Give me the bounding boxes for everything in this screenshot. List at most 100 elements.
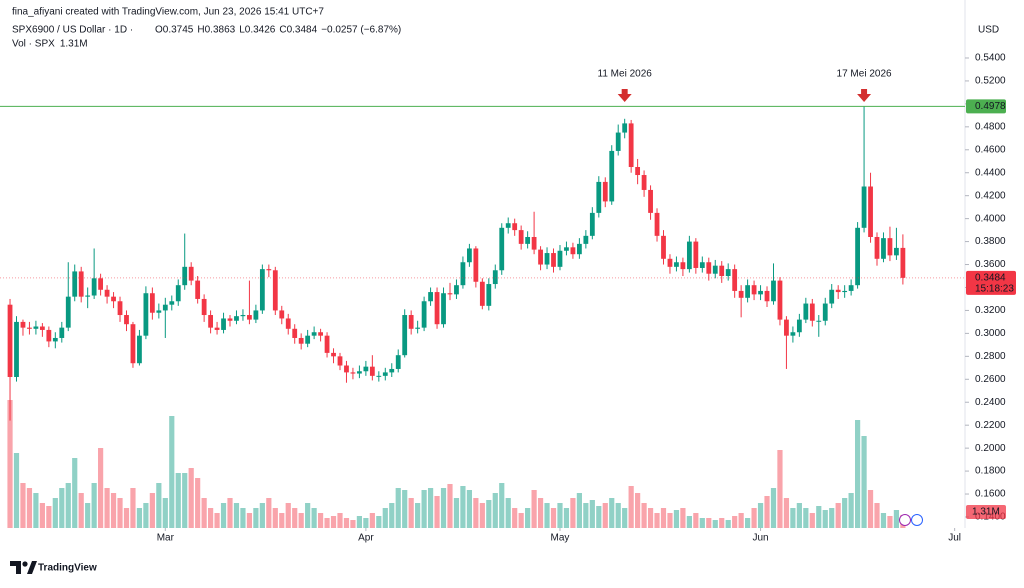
candle-body	[589, 212, 595, 236]
volume-bar	[622, 508, 628, 528]
volume-bar	[214, 513, 220, 528]
volume-value: 1.31M	[60, 39, 88, 50]
legend-key: L	[239, 25, 245, 36]
volume-bar	[712, 520, 718, 528]
volume-bar	[130, 488, 136, 528]
volume-bar	[525, 508, 531, 528]
volume-bar	[246, 513, 253, 528]
volume-bar	[829, 508, 835, 528]
candle-body	[98, 278, 104, 290]
candle-body	[609, 150, 615, 202]
volume-bar	[453, 498, 460, 528]
attribution: fina_afiyani created with TradingView.co…	[12, 7, 324, 18]
volume-bar	[460, 486, 466, 528]
candle-body	[622, 123, 628, 133]
volume-bar	[660, 508, 667, 528]
y-tick-label: 0.5200	[975, 76, 1006, 87]
volume-axis-label: 1.31M	[972, 507, 1000, 518]
legend-change: −0.0257 (−6.87%)	[321, 25, 401, 36]
volume-bar	[143, 503, 149, 528]
volume-bar	[272, 508, 278, 528]
volume-bar	[195, 478, 201, 528]
candle-body	[117, 301, 123, 316]
volume-bar	[46, 506, 52, 528]
x-tick-label: Jun	[752, 533, 768, 544]
volume-bar	[492, 493, 498, 528]
candle-body	[512, 223, 518, 231]
volume-bar	[576, 493, 582, 528]
volume-label-box	[966, 505, 1006, 519]
y-tick-label: 0.3000	[975, 328, 1006, 339]
candle-body	[615, 132, 621, 151]
last-price-label: 0.3484	[975, 272, 1006, 283]
candle-body	[874, 236, 880, 259]
volume-bar	[7, 400, 13, 528]
volume-bar	[479, 503, 485, 528]
y-tick-label: 0.2400	[975, 397, 1006, 408]
candle-body	[234, 316, 239, 321]
candle-body	[686, 241, 692, 270]
candle-body	[531, 236, 537, 250]
candle-body	[835, 289, 841, 293]
volume-bar	[427, 488, 434, 528]
volume-bar	[861, 436, 867, 528]
volume-bars	[7, 400, 906, 528]
volume-bar	[777, 450, 783, 528]
volume-bar	[350, 520, 356, 528]
volume-bar	[893, 510, 900, 528]
candle-body	[421, 301, 427, 328]
volume-bar	[563, 508, 570, 528]
volume-bar	[311, 508, 317, 528]
volume-bar	[85, 503, 91, 528]
y-tick-label: 0.2000	[975, 443, 1006, 454]
volume-bar	[389, 503, 395, 528]
candle-body	[279, 310, 285, 319]
volume-bar	[220, 503, 227, 528]
volume-bar	[673, 510, 680, 528]
candle-body	[667, 258, 673, 267]
volume-bar	[110, 493, 117, 528]
symbol: SPX6900 / US Dollar · 1D ·	[12, 25, 133, 36]
candle-body	[285, 318, 291, 329]
volume-bar	[266, 498, 272, 528]
volume-bar	[298, 513, 304, 528]
candle-body	[454, 285, 459, 295]
candle-body	[266, 269, 272, 271]
volume-bar	[570, 498, 576, 528]
candle-body	[20, 321, 26, 328]
event-icon	[911, 514, 923, 526]
volume-bar	[719, 518, 725, 528]
volume-bar	[65, 483, 71, 528]
volume-bar	[550, 508, 557, 528]
candle-body	[331, 352, 336, 357]
candle-body	[868, 186, 873, 237]
candle-body	[855, 227, 860, 286]
volume-bar	[822, 510, 828, 528]
candle-body	[344, 365, 349, 373]
volume-bar	[207, 508, 214, 528]
volume-bar	[647, 508, 654, 528]
candle-body	[570, 247, 576, 255]
volume-bar	[596, 506, 602, 528]
volume-bar	[770, 488, 777, 528]
candle-body	[641, 175, 647, 190]
candle-body	[124, 315, 129, 325]
y-tick-label: 0.4200	[975, 190, 1006, 201]
volume-bar	[156, 483, 162, 528]
volume-bar	[874, 503, 880, 528]
y-tick-label: 0.5400	[975, 53, 1006, 64]
candles	[7, 106, 906, 421]
legend-key: O	[155, 25, 163, 36]
volume-bar	[162, 498, 168, 528]
annotation-text: 11 Mei 2026	[598, 69, 653, 80]
volume-bar	[725, 520, 731, 528]
volume-bar	[816, 506, 822, 528]
candle-body	[382, 372, 388, 376]
candle-body	[14, 321, 19, 377]
candle-body	[505, 223, 511, 228]
candle-body	[551, 253, 556, 267]
legend-value: 0.3484	[287, 25, 318, 36]
candle-body	[441, 293, 446, 325]
volume-bar	[505, 498, 511, 528]
volume-bar	[544, 503, 550, 528]
